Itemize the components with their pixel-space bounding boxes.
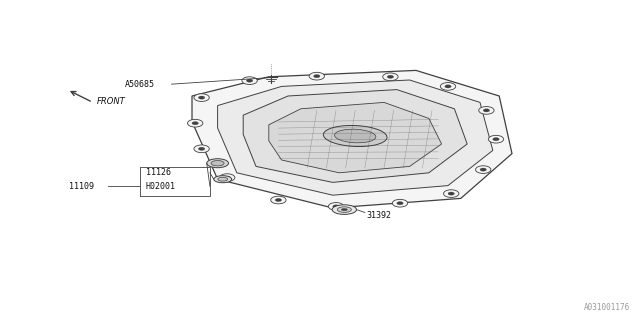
Ellipse shape — [211, 161, 224, 166]
Ellipse shape — [214, 176, 232, 183]
Circle shape — [220, 174, 235, 181]
Circle shape — [479, 107, 494, 114]
Polygon shape — [192, 70, 512, 208]
Circle shape — [328, 203, 344, 210]
Circle shape — [309, 72, 324, 80]
Ellipse shape — [218, 177, 228, 181]
Ellipse shape — [341, 208, 348, 211]
Text: FRONT: FRONT — [97, 97, 126, 106]
Text: H02001: H02001 — [146, 182, 176, 191]
Circle shape — [448, 192, 454, 195]
Circle shape — [483, 109, 490, 112]
Circle shape — [392, 199, 408, 207]
Circle shape — [476, 166, 491, 173]
Circle shape — [314, 75, 320, 78]
Circle shape — [493, 138, 499, 141]
Circle shape — [246, 79, 253, 82]
Ellipse shape — [335, 129, 376, 143]
Circle shape — [275, 198, 282, 202]
Circle shape — [387, 75, 394, 78]
Circle shape — [198, 147, 205, 150]
Circle shape — [480, 168, 486, 171]
Circle shape — [242, 77, 257, 84]
Circle shape — [194, 94, 209, 101]
Circle shape — [188, 119, 203, 127]
Circle shape — [383, 73, 398, 81]
Ellipse shape — [337, 207, 351, 212]
Text: 11126: 11126 — [146, 168, 171, 177]
Circle shape — [194, 145, 209, 153]
Circle shape — [444, 190, 459, 197]
Circle shape — [271, 196, 286, 204]
Text: A50685: A50685 — [125, 80, 155, 89]
Text: 11109: 11109 — [69, 182, 94, 191]
Circle shape — [224, 176, 230, 179]
Circle shape — [445, 85, 451, 88]
Circle shape — [488, 135, 504, 143]
Circle shape — [440, 83, 456, 90]
Ellipse shape — [207, 159, 228, 168]
Circle shape — [397, 202, 403, 205]
Text: 31392: 31392 — [366, 211, 391, 220]
Polygon shape — [218, 80, 493, 195]
Ellipse shape — [323, 125, 387, 147]
Ellipse shape — [332, 205, 356, 214]
Polygon shape — [243, 90, 467, 182]
Text: A031001176: A031001176 — [584, 303, 630, 312]
Circle shape — [192, 122, 198, 125]
Polygon shape — [269, 102, 442, 173]
Circle shape — [198, 96, 205, 99]
Circle shape — [333, 205, 339, 208]
